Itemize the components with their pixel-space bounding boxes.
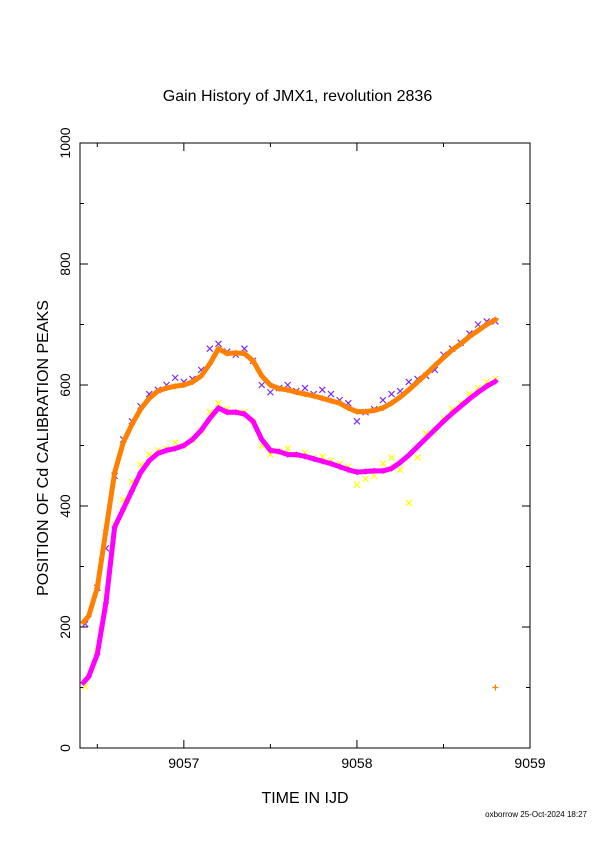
data-point	[362, 475, 370, 483]
data-point	[301, 384, 309, 392]
y-axis-label: POSITION OF Cd CALIBRATION PEAKS	[35, 300, 52, 596]
x-axis-label: TIME IN IJD	[261, 790, 349, 807]
credit-footer: oxborrow 25-Oct-2024 18:27	[485, 810, 587, 819]
data-point	[405, 499, 413, 507]
data-point	[353, 417, 361, 425]
axes: 0 200 400 600 800 1000 9057 9058 9059	[57, 127, 546, 771]
data-point	[266, 388, 274, 396]
chart-title: Gain History of JMX1, revolution 2836	[162, 88, 433, 105]
series-1	[81, 375, 499, 690]
data-point	[388, 390, 395, 398]
data-point	[414, 454, 421, 462]
x-tick-label: 9057	[168, 755, 199, 771]
data-point	[258, 381, 266, 389]
data-point	[206, 345, 214, 353]
y-tick-label: 200	[57, 615, 73, 639]
data-point	[327, 390, 335, 398]
x-tick-label: 9058	[341, 755, 372, 771]
y-tick-label: 0	[57, 744, 73, 752]
series-3	[80, 316, 499, 691]
data-point	[215, 399, 222, 407]
data-point	[353, 481, 361, 489]
series-line	[80, 317, 498, 625]
data-point	[284, 381, 292, 389]
data-point	[318, 386, 326, 394]
data-point	[405, 378, 413, 386]
data-point	[171, 439, 179, 446]
y-tick-label: 400	[57, 494, 73, 518]
data-point	[396, 466, 404, 474]
data-point	[215, 340, 222, 348]
y-tick-label: 600	[57, 373, 73, 397]
series-2	[80, 378, 499, 686]
data-point	[240, 345, 248, 353]
chart-marks	[80, 316, 499, 691]
data-point	[284, 445, 292, 452]
y-tick-label: 800	[57, 252, 73, 276]
y-tick-label: 1000	[57, 127, 73, 158]
data-point	[171, 374, 179, 382]
data-point	[379, 396, 387, 404]
data-point	[492, 684, 499, 691]
plot-frame	[79, 142, 531, 749]
x-tick-label: 9059	[514, 755, 545, 771]
data-point	[388, 454, 395, 462]
data-point	[370, 472, 378, 480]
series-line	[80, 378, 498, 686]
data-point	[379, 460, 387, 468]
